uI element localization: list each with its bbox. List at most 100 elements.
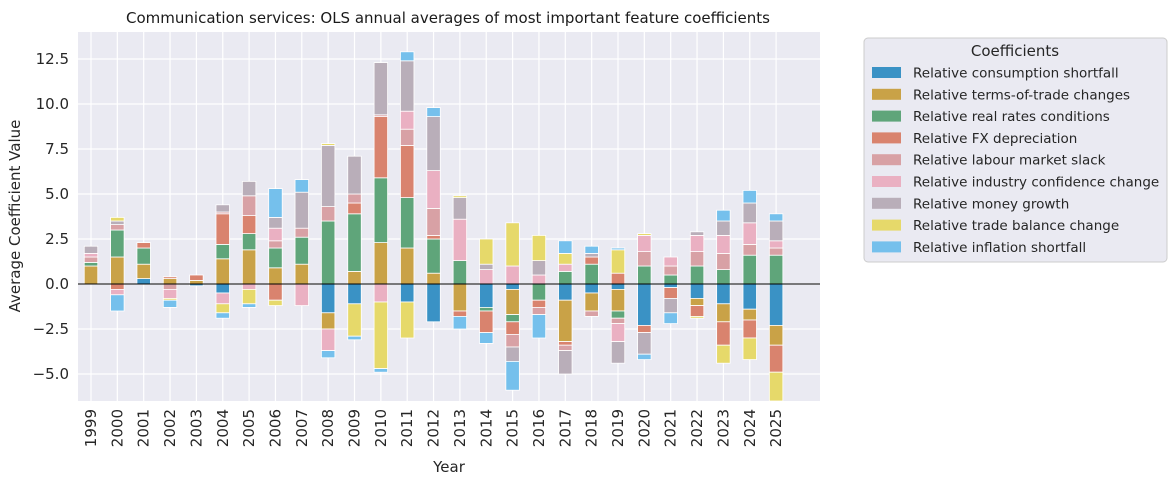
bar-2004-series-3 bbox=[215, 213, 230, 245]
bar-2013-series-6 bbox=[452, 197, 468, 220]
bar-2018-series-6 bbox=[584, 252, 599, 258]
bar-2016-series-8 bbox=[531, 314, 547, 339]
legend-title: Coefficients bbox=[971, 42, 1059, 60]
bar-2016-series-2 bbox=[531, 283, 547, 301]
bar-1999-series-1 bbox=[83, 265, 99, 285]
bar-2022-series-6 bbox=[689, 231, 705, 236]
x-tick-label: 2023 bbox=[714, 409, 732, 447]
bar-2020-series-0 bbox=[637, 283, 652, 326]
bar-2009-series-7 bbox=[347, 303, 362, 337]
y-tick-label: 2.5 bbox=[45, 230, 69, 248]
x-tick-label: 2006 bbox=[266, 409, 284, 447]
bar-2000-series-4 bbox=[110, 224, 125, 231]
bar-2025-series-5 bbox=[768, 240, 784, 249]
bar-2024-series-5 bbox=[742, 222, 757, 245]
bar-2023-series-5 bbox=[716, 234, 731, 254]
x-tick-label: 2018 bbox=[583, 409, 601, 447]
legend-label-3: Relative FX depreciation bbox=[913, 131, 1077, 147]
bar-2015-series-3 bbox=[505, 321, 520, 335]
bar-2021-series-8 bbox=[663, 312, 678, 324]
bar-2002-series-1 bbox=[162, 278, 178, 285]
bar-2019-series-6 bbox=[610, 341, 626, 364]
bar-2007-series-1 bbox=[294, 263, 309, 285]
bar-2017-series-6 bbox=[558, 350, 573, 375]
bar-2005-series-3 bbox=[241, 215, 257, 235]
x-tick-label: 2011 bbox=[398, 409, 416, 447]
bar-2014-series-6 bbox=[479, 263, 494, 271]
bar-2016-series-6 bbox=[531, 260, 547, 276]
bar-2006-series-8 bbox=[268, 188, 283, 218]
bar-2010-series-2 bbox=[373, 177, 389, 244]
bar-2014-series-8 bbox=[479, 332, 494, 344]
y-tick-label: −5.0 bbox=[33, 365, 69, 383]
bar-2025-series-3 bbox=[768, 344, 784, 373]
x-tick-label: 2000 bbox=[108, 409, 126, 447]
bar-2023-series-3 bbox=[716, 321, 731, 346]
legend-swatch-7 bbox=[872, 219, 901, 231]
bar-2020-series-3 bbox=[637, 324, 652, 333]
legend-swatch-0 bbox=[872, 67, 901, 78]
bar-2019-series-8 bbox=[610, 247, 626, 251]
legend: Coefficients Relative consumption shortf… bbox=[863, 37, 1168, 263]
bar-2020-series-4 bbox=[637, 251, 652, 267]
bar-2016-series-3 bbox=[531, 299, 547, 308]
bar-2018-series-3 bbox=[584, 256, 599, 265]
x-tick-label: 1999 bbox=[82, 409, 100, 447]
x-tick-label: 2009 bbox=[346, 409, 364, 447]
bar-2016-series-5 bbox=[531, 274, 547, 285]
x-tick-label: 2013 bbox=[451, 409, 469, 447]
legend-label-5: Relative industry confidence change bbox=[913, 175, 1159, 191]
bar-2011-series-3 bbox=[400, 144, 415, 198]
bar-2010-series-8 bbox=[373, 368, 389, 373]
bar-2018-series-4 bbox=[584, 310, 599, 317]
bar-2002-series-8 bbox=[162, 299, 178, 308]
bar-2000-series-8 bbox=[110, 294, 125, 312]
bar-2006-series-3 bbox=[268, 283, 283, 301]
bar-2015-series-5 bbox=[505, 265, 520, 285]
bar-2000-series-7 bbox=[110, 216, 125, 222]
bar-2004-series-8 bbox=[215, 312, 230, 319]
bar-2024-series-7 bbox=[742, 337, 757, 361]
legend-items: Relative consumption shortfall Relative t… bbox=[872, 66, 1159, 256]
bar-2008-series-0 bbox=[320, 283, 336, 314]
bar-2025-series-1 bbox=[768, 324, 784, 346]
bar-2013-series-5 bbox=[452, 218, 468, 261]
bar-2023-series-1 bbox=[716, 303, 731, 323]
bar-2011-series-5 bbox=[400, 110, 415, 130]
bar-2006-series-6 bbox=[268, 216, 283, 229]
bar-2014-series-0 bbox=[479, 283, 494, 308]
bar-2002-series-3 bbox=[162, 276, 178, 279]
bar-2023-series-7 bbox=[716, 344, 731, 364]
bar-2022-series-4 bbox=[689, 251, 705, 267]
bar-2017-series-1 bbox=[558, 299, 573, 343]
x-tick-label: 2015 bbox=[504, 409, 522, 447]
bar-2010-series-6 bbox=[373, 62, 389, 116]
x-tick-label: 2003 bbox=[187, 409, 205, 447]
legend-label-2: Relative real rates conditions bbox=[913, 109, 1110, 125]
x-tick-label: 2017 bbox=[556, 409, 574, 447]
bar-2012-series-8 bbox=[426, 107, 441, 117]
x-tick-label: 2016 bbox=[530, 409, 548, 447]
y-tick-label: 10.0 bbox=[36, 95, 69, 113]
bar-2005-series-4 bbox=[241, 195, 257, 217]
bar-2004-series-6 bbox=[215, 204, 230, 213]
bar-2020-series-2 bbox=[637, 265, 652, 285]
legend-swatch-1 bbox=[872, 88, 901, 100]
bar-2015-series-8 bbox=[505, 360, 520, 391]
bar-2018-series-1 bbox=[584, 292, 599, 312]
bar-2019-series-5 bbox=[610, 323, 626, 343]
bar-2009-series-0 bbox=[347, 283, 362, 305]
legend-label-0: Relative consumption shortfall bbox=[913, 66, 1119, 82]
bar-2011-series-6 bbox=[400, 60, 415, 112]
x-tick-label: 2024 bbox=[741, 409, 759, 447]
bar-2024-series-6 bbox=[742, 202, 757, 224]
bar-1999-series-2 bbox=[83, 261, 99, 267]
bar-2022-series-3 bbox=[689, 305, 705, 317]
bar-2017-series-8 bbox=[558, 240, 573, 254]
legend-swatch-6 bbox=[872, 197, 901, 209]
bar-2021-series-3 bbox=[663, 287, 678, 299]
bar-2004-series-0 bbox=[215, 283, 230, 294]
bar-2012-series-5 bbox=[426, 170, 441, 209]
bar-2017-series-4 bbox=[558, 344, 573, 352]
bar-2000-series-3 bbox=[110, 283, 125, 290]
